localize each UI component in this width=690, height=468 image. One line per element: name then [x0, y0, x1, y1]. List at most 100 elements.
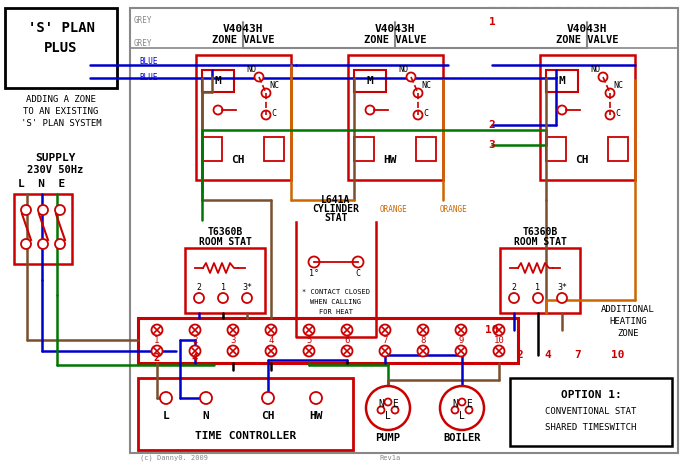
Text: C: C: [271, 109, 277, 117]
Circle shape: [606, 88, 615, 97]
Polygon shape: [500, 248, 580, 313]
Circle shape: [466, 407, 473, 414]
Circle shape: [304, 345, 315, 357]
Polygon shape: [202, 70, 234, 92]
Circle shape: [380, 324, 391, 336]
Text: CYLINDER: CYLINDER: [313, 204, 359, 214]
Text: ROOM STAT: ROOM STAT: [513, 237, 566, 247]
Circle shape: [342, 345, 353, 357]
Text: CH: CH: [231, 155, 245, 165]
Circle shape: [262, 88, 270, 97]
Circle shape: [493, 345, 504, 357]
Text: 2: 2: [489, 120, 495, 130]
Circle shape: [509, 293, 519, 303]
Polygon shape: [546, 137, 566, 161]
Text: PLUS: PLUS: [44, 41, 78, 55]
Circle shape: [455, 345, 466, 357]
Circle shape: [310, 392, 322, 404]
Text: 2: 2: [197, 284, 201, 292]
Text: 6: 6: [344, 336, 350, 345]
Polygon shape: [546, 70, 578, 92]
Text: WHEN CALLING: WHEN CALLING: [310, 299, 362, 305]
Text: C: C: [424, 109, 428, 117]
Text: ZONE VALVE: ZONE VALVE: [212, 35, 274, 45]
Circle shape: [55, 205, 65, 215]
Text: 2: 2: [193, 336, 198, 345]
Polygon shape: [354, 137, 374, 161]
Text: OPTION 1:: OPTION 1:: [560, 390, 622, 400]
Text: 1°: 1°: [309, 270, 319, 278]
Text: T6360B: T6360B: [208, 227, 243, 237]
Text: ORANGE: ORANGE: [380, 205, 408, 214]
Text: 'S' PLAN: 'S' PLAN: [28, 21, 95, 35]
Circle shape: [557, 293, 567, 303]
Text: GREY: GREY: [134, 16, 152, 25]
Text: GREY: GREY: [134, 39, 152, 49]
Polygon shape: [196, 55, 291, 180]
Circle shape: [598, 73, 607, 81]
Text: 4: 4: [268, 336, 274, 345]
Text: SHARED TIMESWITCH: SHARED TIMESWITCH: [545, 423, 637, 431]
Circle shape: [218, 293, 228, 303]
Circle shape: [190, 345, 201, 357]
Circle shape: [391, 407, 399, 414]
Circle shape: [417, 345, 428, 357]
Text: BLUE: BLUE: [139, 73, 157, 82]
Text: BLUE: BLUE: [139, 58, 157, 66]
Circle shape: [366, 386, 410, 430]
Circle shape: [451, 407, 458, 414]
Text: C: C: [355, 270, 360, 278]
Text: 'S' PLAN SYSTEM: 'S' PLAN SYSTEM: [21, 119, 101, 129]
Text: 8: 8: [420, 336, 426, 345]
Text: V4043H: V4043H: [375, 24, 415, 34]
Text: 9: 9: [458, 336, 464, 345]
Text: BOILER: BOILER: [443, 433, 481, 443]
Text: 7: 7: [575, 350, 582, 360]
Circle shape: [38, 205, 48, 215]
Text: L: L: [385, 411, 391, 421]
Polygon shape: [488, 8, 673, 358]
Text: ORANGE: ORANGE: [440, 205, 468, 214]
Text: 10: 10: [485, 325, 499, 335]
Text: 7: 7: [382, 336, 388, 345]
Text: CH: CH: [262, 411, 275, 421]
Text: 3*: 3*: [242, 284, 252, 292]
Polygon shape: [130, 8, 678, 453]
Circle shape: [413, 88, 422, 97]
Text: M: M: [215, 76, 221, 86]
Text: NC: NC: [613, 80, 623, 89]
Text: ADDING A ZONE: ADDING A ZONE: [26, 95, 96, 104]
Circle shape: [417, 324, 428, 336]
Circle shape: [152, 345, 163, 357]
Polygon shape: [540, 55, 635, 180]
Circle shape: [266, 345, 277, 357]
Text: 1: 1: [155, 336, 159, 345]
Circle shape: [55, 239, 65, 249]
Polygon shape: [416, 137, 436, 161]
Circle shape: [228, 324, 239, 336]
Text: ROOM STAT: ROOM STAT: [199, 237, 251, 247]
Circle shape: [194, 293, 204, 303]
Circle shape: [606, 110, 615, 119]
Text: N: N: [452, 399, 458, 409]
Polygon shape: [608, 137, 628, 161]
Text: CONVENTIONAL STAT: CONVENTIONAL STAT: [545, 408, 637, 417]
Text: V4043H: V4043H: [566, 24, 607, 34]
Text: E: E: [392, 399, 398, 409]
Circle shape: [380, 345, 391, 357]
Text: 4: 4: [192, 353, 198, 363]
Circle shape: [262, 392, 274, 404]
Text: NC: NC: [421, 80, 431, 89]
Polygon shape: [264, 137, 284, 161]
Text: ZONE VALVE: ZONE VALVE: [555, 35, 618, 45]
Polygon shape: [138, 378, 353, 450]
Circle shape: [493, 324, 504, 336]
Text: TO AN EXISTING: TO AN EXISTING: [23, 108, 99, 117]
Text: NO: NO: [398, 65, 408, 73]
Circle shape: [200, 392, 212, 404]
Text: M: M: [366, 76, 373, 86]
Text: NC: NC: [269, 80, 279, 89]
Circle shape: [533, 293, 543, 303]
Text: (c) Danny0. 2009: (c) Danny0. 2009: [140, 455, 208, 461]
Text: ZONE: ZONE: [618, 329, 639, 338]
